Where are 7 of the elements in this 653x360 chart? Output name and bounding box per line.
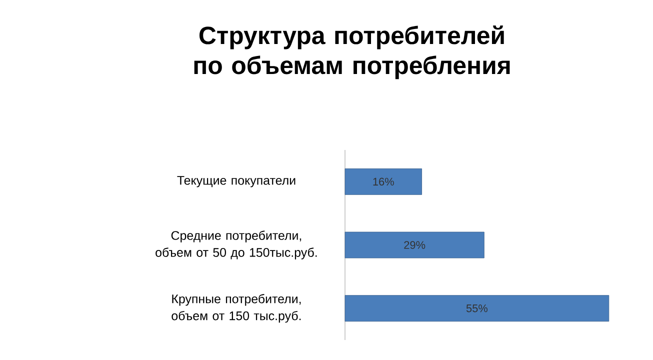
y-tick-label: Крупные потребители, объем от 150 тыс.руб. <box>172 294 301 323</box>
data-label: 55% <box>466 304 488 312</box>
data-label: 16% <box>373 178 394 186</box>
data-label: 29% <box>404 241 426 249</box>
chart-title: Структура потребителей по объемам потребления <box>194 26 510 80</box>
y-tick-label: Средние потребители, объем от 50 до 150тыс.руб. <box>156 230 317 260</box>
y-tick-label: Текущие покупатели <box>177 176 296 188</box>
